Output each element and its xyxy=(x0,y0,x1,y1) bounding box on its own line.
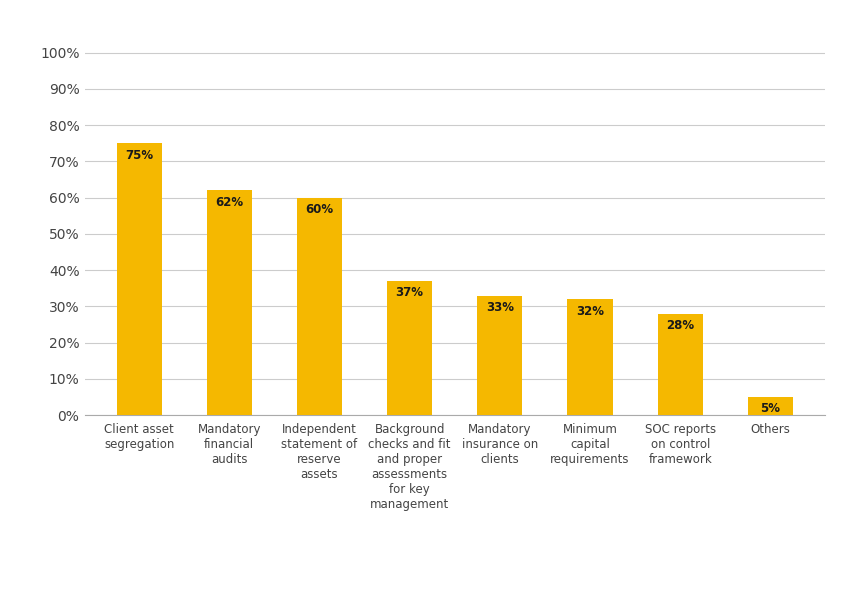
Bar xyxy=(748,397,793,415)
Text: 75%: 75% xyxy=(125,149,153,162)
Bar xyxy=(387,281,432,415)
Text: 5%: 5% xyxy=(761,403,780,416)
Text: 33%: 33% xyxy=(486,301,514,314)
Bar xyxy=(116,144,162,415)
Bar xyxy=(207,190,252,415)
Bar xyxy=(478,295,523,415)
Text: 32%: 32% xyxy=(576,305,604,318)
Text: 28%: 28% xyxy=(666,319,694,332)
Text: 37%: 37% xyxy=(395,286,423,299)
Text: 62%: 62% xyxy=(215,196,243,209)
Bar xyxy=(568,299,613,415)
Bar xyxy=(297,197,342,415)
Text: 60%: 60% xyxy=(305,203,333,216)
Bar xyxy=(658,314,703,415)
